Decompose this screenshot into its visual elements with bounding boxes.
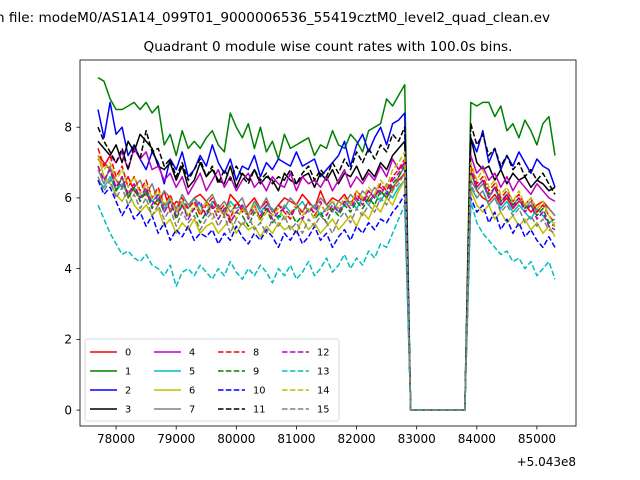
- series-line-11: [97, 122, 556, 411]
- legend-label-8: 8: [253, 348, 259, 359]
- legend-label-3: 3: [125, 405, 131, 416]
- y-tick-label: 0: [64, 403, 72, 417]
- legend-label-2: 2: [125, 386, 131, 397]
- y-tick-label: 4: [64, 262, 72, 276]
- legend-label-10: 10: [253, 386, 265, 397]
- legend-frame: [84, 338, 340, 422]
- series-line-2: [97, 101, 556, 411]
- plot-area: 78000 79000 80000 81000 82000 83000 84000 85000…: [64, 59, 577, 446]
- legend-label-11: 11: [253, 405, 265, 416]
- x-tick-label: 79000: [157, 432, 195, 446]
- figure-suptitle: n file: modeM0/AS1A14_099T01_9000006536_…: [0, 10, 550, 26]
- axes-frame: [79, 59, 577, 427]
- y-tick-label: 6: [64, 191, 72, 205]
- x-tick-label: 78000: [97, 432, 135, 446]
- legend-label-6: 6: [189, 386, 195, 397]
- legend-label-1: 1: [125, 367, 131, 378]
- y-tick-label: 8: [64, 120, 72, 134]
- series-line-6: [97, 155, 556, 411]
- series-line-14: [97, 151, 556, 411]
- legend-label-9: 9: [253, 367, 259, 378]
- legend-label-4: 4: [189, 348, 195, 359]
- series-line-13: [97, 200, 556, 411]
- x-tick-label: 82000: [337, 432, 375, 446]
- x-offset-label: +5.043e8: [517, 455, 576, 469]
- series-line-1: [97, 77, 556, 411]
- x-tick-label: 81000: [277, 432, 315, 446]
- x-tick-label: 80000: [217, 432, 255, 446]
- legend-label-5: 5: [189, 367, 195, 378]
- legend-label-15: 15: [317, 405, 329, 416]
- legend-label-14: 14: [317, 386, 329, 397]
- series-line-3: [97, 133, 556, 411]
- legend-label-13: 13: [317, 367, 329, 378]
- series-line-15: [97, 172, 556, 411]
- series-line-10: [97, 179, 556, 411]
- series-group: [97, 77, 556, 411]
- series-line-12: [97, 161, 556, 411]
- legend-label-0: 0: [125, 348, 131, 359]
- legend-label-12: 12: [317, 348, 329, 359]
- legend-label-7: 7: [189, 405, 195, 416]
- x-tick-label: 84000: [458, 432, 496, 446]
- x-tick-label: 83000: [398, 432, 436, 446]
- x-tick-label: 85000: [518, 432, 556, 446]
- chart-title: Quadrant 0 module wise count rates with …: [144, 39, 513, 55]
- y-tick-label: 2: [64, 333, 72, 347]
